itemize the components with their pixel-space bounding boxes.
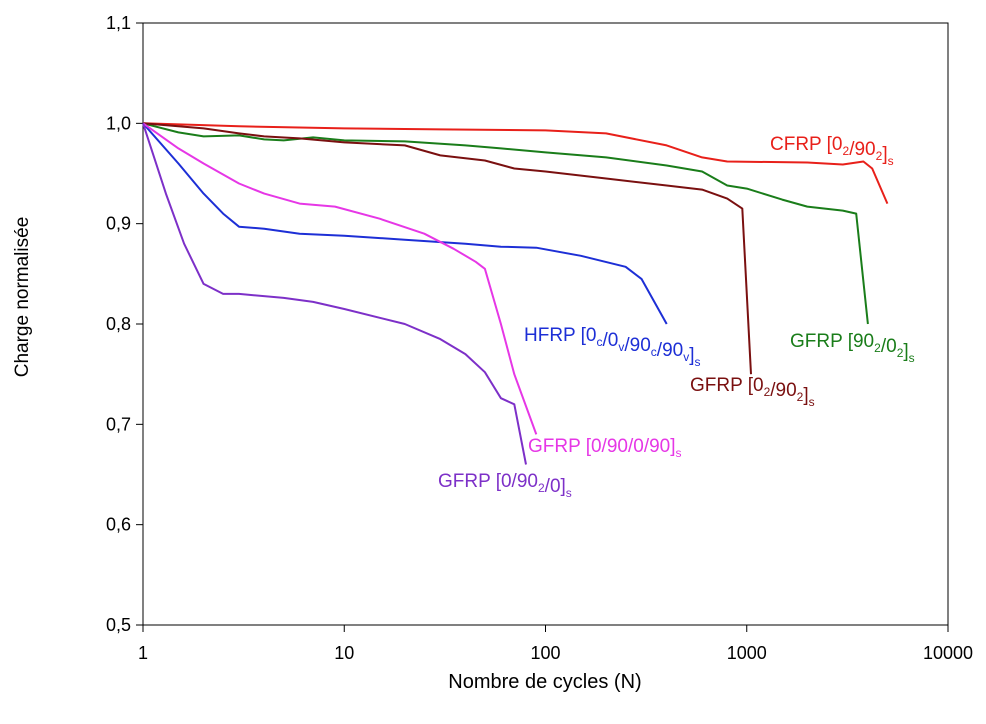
series-label-gfrp-0-90: GFRP [02/902]s xyxy=(690,375,815,409)
y-tick-label: 1,1 xyxy=(106,13,131,33)
y-tick-label: 0,5 xyxy=(106,615,131,635)
series-line-hfrp xyxy=(142,122,668,325)
x-axis-ticks: 1 10 100 1000 10000 xyxy=(138,625,973,663)
series-line-gfrp-0-90-0-90 xyxy=(142,122,538,435)
plot-area xyxy=(142,22,949,626)
x-axis-label: Nombre de cycles (N) xyxy=(448,671,641,693)
x-tick-label: 10000 xyxy=(923,643,973,663)
series-label-gfrp-0-90-0-90: GFRP [0/90/0/90]s xyxy=(528,436,682,460)
x-tick-label: 1000 xyxy=(727,643,767,663)
series-label-hfrp: HFRP [0c/0v/90c/90v]s xyxy=(524,325,701,369)
series-label-cfrp-0-90: CFRP [02/902]s xyxy=(770,134,894,168)
y-tick-label: 0,9 xyxy=(106,214,131,234)
series-labels: CFRP [02/902]s GFRP [902/02]s GFRP [02/902… xyxy=(438,134,915,500)
x-tick-label: 10 xyxy=(334,643,354,663)
series-line-gfrp-0-90 xyxy=(142,122,752,375)
y-axis-ticks: 0,5 0,6 0,7 0,8 0,9 1,0 1,1 xyxy=(106,13,143,635)
x-tick-label: 1 xyxy=(138,643,148,663)
x-tick-label: 100 xyxy=(530,643,560,663)
y-tick-label: 0,6 xyxy=(106,515,131,535)
y-axis-label: Charge normalisée xyxy=(12,217,33,378)
y-tick-label: 0,8 xyxy=(106,314,131,334)
series-lines xyxy=(142,122,889,465)
y-tick-label: 0,7 xyxy=(106,414,131,434)
series-line-gfrp-90-0 xyxy=(142,122,869,325)
series-line-cfrp-0-90 xyxy=(142,122,889,204)
series-label-gfrp-90-0: GFRP [902/02]s xyxy=(790,331,915,365)
y-tick-label: 1,0 xyxy=(106,113,131,133)
series-line-gfrp-0-90-2-0 xyxy=(142,122,527,465)
series-label-gfrp-0-90-2-0: GFRP [0/902/0]s xyxy=(438,471,572,500)
